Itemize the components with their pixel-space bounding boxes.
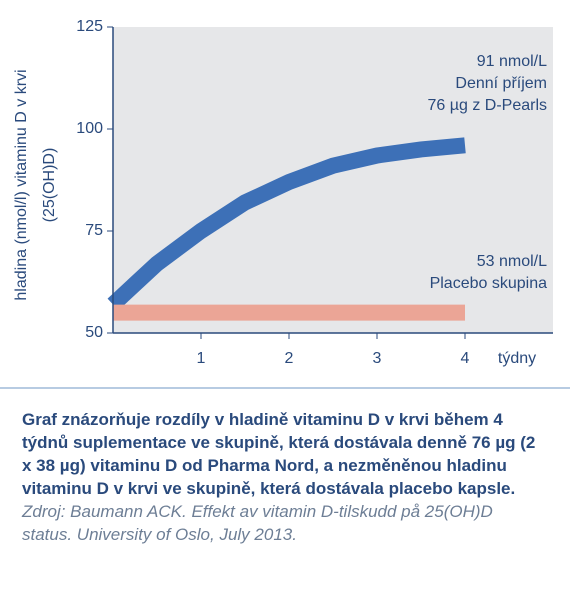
x-axis-label: týdny [498, 350, 536, 367]
chart: 50 75 100 125 1 2 3 4 týdny hladina (nmol/l) vita… [0, 18, 570, 389]
x-tick-label: 4 [461, 350, 470, 367]
y-axis-label: hladina (nmol/l) vitaminu D v krvi [13, 69, 30, 300]
series-line [107, 137, 466, 311]
annotation: 76 µg z D-Pearls [428, 97, 547, 114]
caption: Graf znázorňuje rozdíly v hladině vitami… [22, 408, 542, 546]
y-tick-label: 100 [76, 120, 103, 137]
annotation: Placebo skupina [430, 275, 548, 292]
annotation: Denní příjem [455, 75, 547, 92]
x-tick-label: 1 [197, 350, 206, 367]
y-axis-label: (25(OH)D) [41, 148, 58, 223]
caption-text: Graf znázorňuje rozdíly v hladině vitami… [22, 410, 536, 498]
annotation: 53 nmol/L [477, 253, 547, 270]
x-tick-label: 3 [373, 350, 382, 367]
caption-source: Zdroj: Baumann ACK. Effekt av vitamin D-… [22, 502, 493, 544]
y-tick-label: 75 [85, 222, 103, 239]
annotation: 91 nmol/L [477, 53, 547, 70]
y-tick-label: 50 [85, 324, 103, 341]
plot-background [113, 27, 553, 333]
y-tick-label: 125 [76, 18, 103, 35]
x-tick-label: 2 [285, 350, 294, 367]
